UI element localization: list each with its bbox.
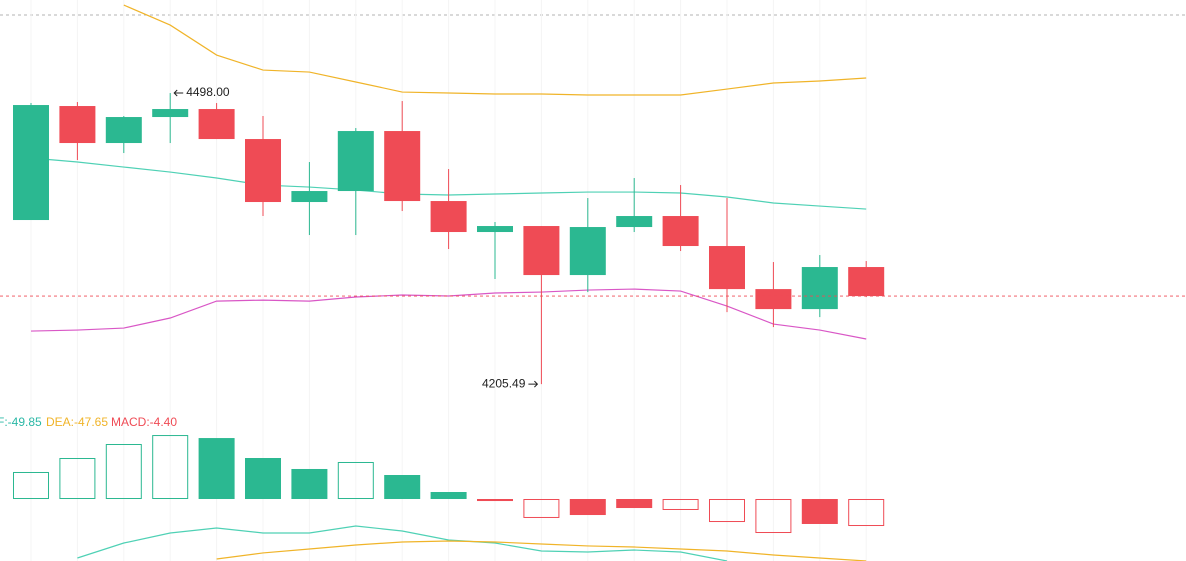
candle-body: [523, 226, 560, 276]
macd-bar: [709, 499, 745, 523]
candle-body: [13, 105, 49, 221]
macd-bar: [662, 499, 699, 510]
macd-bar: [337, 461, 374, 500]
macd-bar: [523, 499, 560, 518]
macd-bar: [198, 438, 235, 500]
macd-bar: [801, 499, 838, 524]
candle-body: [662, 216, 699, 247]
candle-body: [616, 216, 653, 228]
band-line: [123, 4, 867, 96]
candle-body: [291, 191, 328, 203]
macd-line: [77, 525, 728, 561]
candle-body: [755, 289, 792, 310]
candle-body: [569, 227, 606, 276]
candle-body: [709, 246, 745, 290]
indicator-label: DEA:-47.65: [46, 415, 108, 429]
macd-bar: [59, 458, 96, 500]
macd-bar: [616, 499, 653, 509]
macd-bar: [13, 471, 49, 500]
candle-body: [152, 109, 189, 118]
min-label: 4205.49: [482, 376, 526, 390]
macd-bar: [291, 468, 328, 500]
arrow: [173, 89, 184, 97]
macd-bar: [755, 499, 792, 534]
indicator-label: DIF:-49.85: [0, 415, 42, 429]
macd-line: [216, 540, 867, 561]
candle-body: [430, 201, 467, 233]
macd-bar: [477, 499, 513, 502]
macd-bar: [245, 458, 281, 500]
macd-bar: [848, 499, 885, 527]
indicator-label: MACD:-4.40: [111, 415, 177, 429]
macd-bar: [105, 444, 142, 500]
macd-bar: [152, 435, 189, 500]
macd-bar: [430, 492, 467, 500]
candle-body: [105, 117, 142, 144]
candle-body: [198, 109, 235, 140]
macd-bar: [569, 499, 606, 516]
candle-body: [848, 267, 885, 297]
candle-body: [59, 106, 96, 144]
candle-body: [384, 131, 421, 202]
candle-body: [245, 139, 281, 203]
candle-body: [477, 226, 513, 233]
arrow: [528, 380, 539, 388]
macd-bar: [384, 475, 421, 500]
candle-body: [801, 267, 838, 310]
candle-body: [337, 131, 374, 192]
max-label: 4498.00: [186, 85, 230, 99]
